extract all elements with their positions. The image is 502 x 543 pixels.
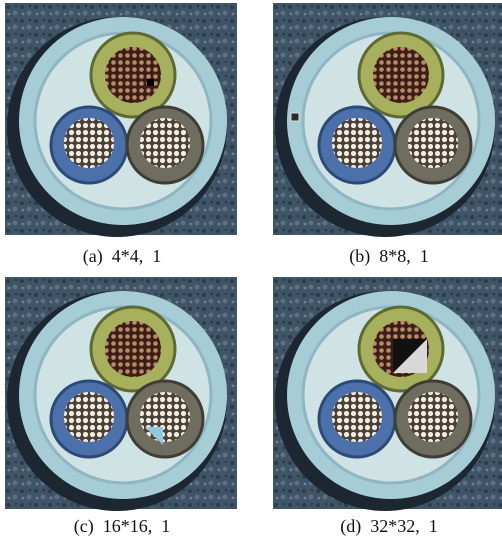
anomaly [291,113,299,121]
figure: (a) 4*4, 1 (b) 8*8, 1 (c) 16*16, 1 (d) 3… [0,0,502,543]
panel-image [273,277,502,511]
panel-image [273,3,502,237]
caption: (a) 4*4, 1 [83,246,161,267]
panel-image [5,277,237,511]
caption: (c) 16*16, 1 [74,516,170,537]
caption: (b) 8*8, 1 [349,246,429,267]
anomaly [147,79,154,86]
caption: (d) 32*32, 1 [340,516,438,537]
panel-image [5,3,237,237]
